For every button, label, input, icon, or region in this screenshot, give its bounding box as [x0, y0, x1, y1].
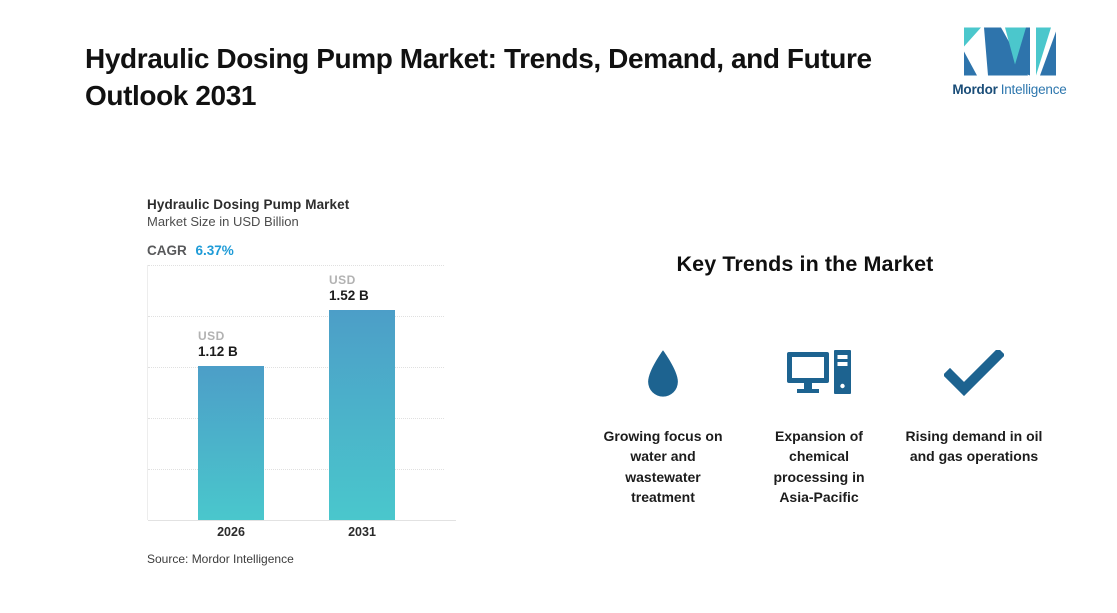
trend-item-water: Growing focus on water and wastewater tr… [583, 340, 743, 507]
cagr-value: 6.37% [195, 243, 234, 258]
chart-title: Hydraulic Dosing Pump Market [147, 197, 350, 212]
trend-label-water: Growing focus on water and wastewater tr… [603, 428, 723, 505]
chart-source: Source: Mordor Intelligence [147, 552, 294, 566]
bar-2026-currency: USD [198, 329, 225, 343]
x-tick-2026: 2026 [217, 525, 245, 539]
cagr-label: CAGR [147, 243, 187, 258]
gridline [148, 316, 444, 317]
trend-label-chemical: Expansion of chemical processing in Asia… [773, 428, 865, 505]
trend-label-oil-gas: Rising demand in oil and gas operations [905, 428, 1043, 465]
bar-2026-data-label: USD 1.12 B [198, 329, 288, 359]
x-tick-2031: 2031 [348, 525, 376, 539]
bar-2031-data-label: USD 1.52 B [329, 273, 419, 303]
brand-name-bold: Mordor [952, 82, 998, 97]
trends-heading: Key Trends in the Market [676, 252, 934, 276]
bar-chart-plot-area: USD 1.12 B USD 1.52 B 2026 2031 [147, 265, 456, 539]
gridline [148, 418, 444, 419]
checkmark-icon [894, 340, 1054, 406]
desktop-computer-icon [754, 340, 884, 406]
gridline [148, 469, 444, 470]
market-size-chart: Hydraulic Dosing Pump Market Market Size… [147, 197, 457, 566]
bar-2026 [198, 366, 264, 520]
bar-2031-value: 1.52 B [329, 288, 369, 303]
brand-wordmark: Mordor Intelligence [947, 82, 1072, 97]
trend-item-oil-gas: Rising demand in oil and gas operations [894, 340, 1054, 467]
bar-2026-value: 1.12 B [198, 344, 238, 359]
bar-2031-currency: USD [329, 273, 356, 287]
x-axis-baseline [148, 520, 456, 521]
cagr-line: CAGR 6.37% [147, 243, 457, 258]
gridline [148, 265, 444, 266]
water-drop-icon [583, 340, 743, 406]
bar-2031 [329, 310, 395, 520]
brand-name-regular: Intelligence [1000, 82, 1067, 97]
gridline [148, 367, 444, 368]
page-title: Hydraulic Dosing Pump Market: Trends, De… [85, 43, 872, 112]
chart-subtitle: Market Size in USD Billion [147, 214, 299, 229]
mordor-intelligence-logo-icon [963, 27, 1056, 76]
trend-item-chemical: Expansion of chemical processing in Asia… [754, 340, 884, 507]
brand-logo: Mordor Intelligence [947, 27, 1072, 97]
